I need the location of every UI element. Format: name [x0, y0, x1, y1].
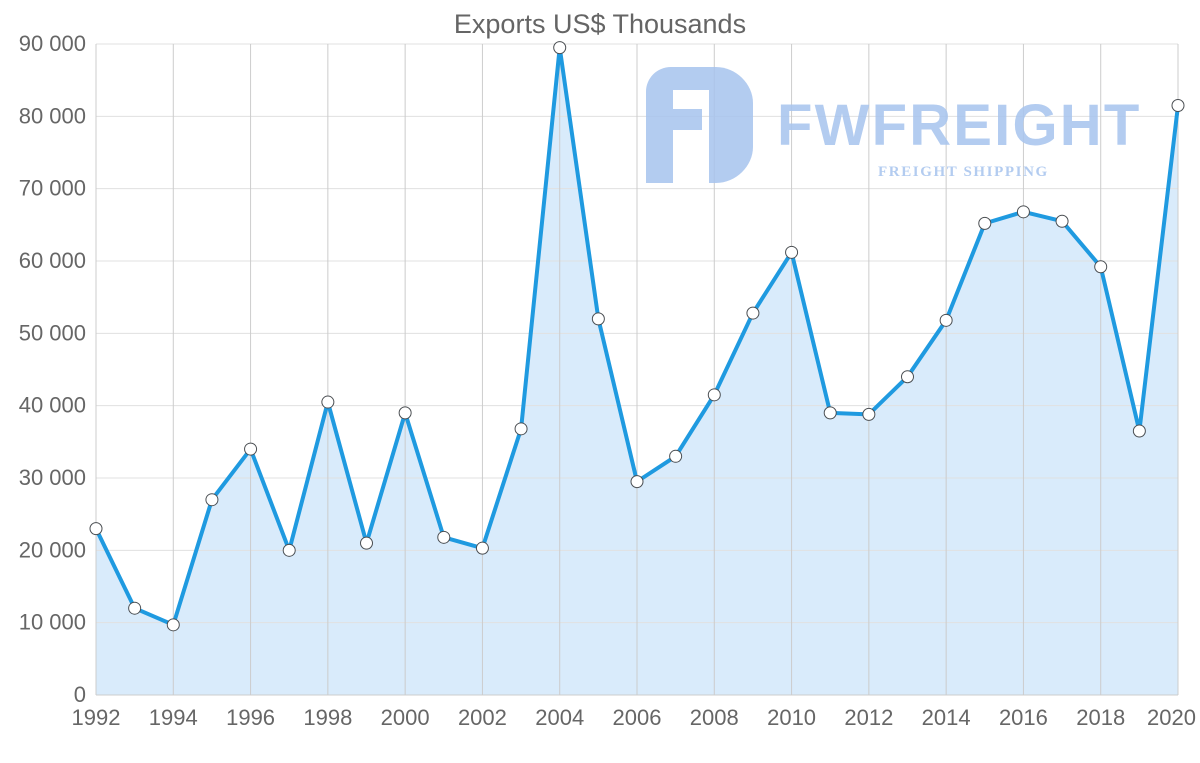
- svg-text:70 000: 70 000: [19, 176, 86, 201]
- svg-text:1994: 1994: [149, 705, 198, 730]
- svg-text:FWFREIGHT: FWFREIGHT: [777, 93, 1142, 158]
- svg-text:1996: 1996: [226, 705, 275, 730]
- svg-text:0: 0: [74, 682, 86, 707]
- svg-text:1998: 1998: [303, 705, 352, 730]
- svg-text:2014: 2014: [922, 705, 971, 730]
- svg-text:2018: 2018: [1076, 705, 1125, 730]
- svg-text:2012: 2012: [844, 705, 893, 730]
- svg-text:50 000: 50 000: [19, 320, 86, 345]
- svg-text:1992: 1992: [72, 705, 121, 730]
- svg-text:2000: 2000: [381, 705, 430, 730]
- svg-text:20 000: 20 000: [19, 537, 86, 562]
- svg-text:60 000: 60 000: [19, 248, 86, 273]
- svg-text:40 000: 40 000: [19, 393, 86, 418]
- svg-text:2008: 2008: [690, 705, 739, 730]
- svg-text:2010: 2010: [767, 705, 816, 730]
- svg-text:2002: 2002: [458, 705, 507, 730]
- svg-text:2006: 2006: [613, 705, 662, 730]
- svg-text:2016: 2016: [999, 705, 1048, 730]
- svg-text:10 000: 10 000: [19, 610, 86, 635]
- svg-text:80 000: 80 000: [19, 103, 86, 128]
- svg-text:2004: 2004: [535, 705, 584, 730]
- svg-text:2020: 2020: [1147, 705, 1196, 730]
- svg-text:FREIGHT SHIPPING: FREIGHT SHIPPING: [878, 164, 1049, 180]
- svg-text:30 000: 30 000: [19, 465, 86, 490]
